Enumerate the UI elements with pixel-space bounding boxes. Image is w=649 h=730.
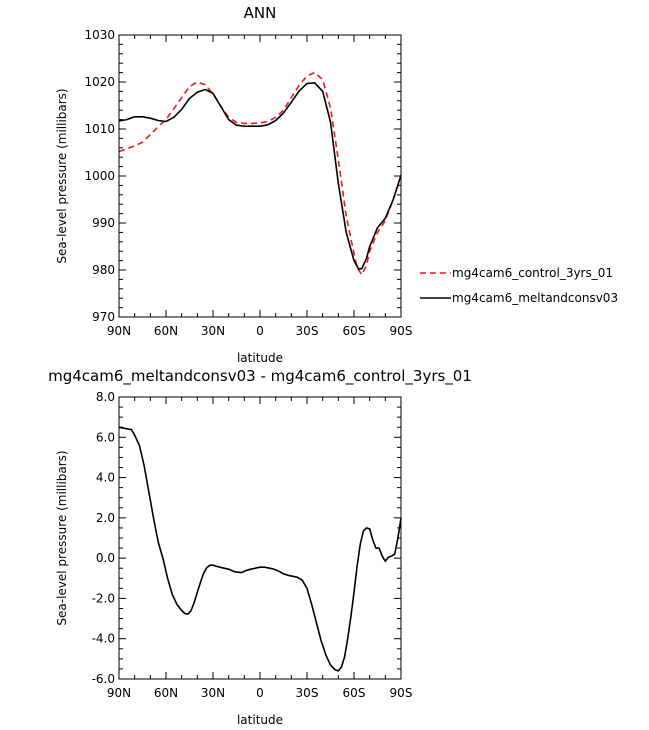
chart-bottom-title: mg4cam6_meltandconsv03 - mg4cam6_control… — [48, 367, 472, 386]
bottom-ytick-label: -2.0 — [92, 591, 115, 605]
chart-top-frame — [118, 34, 402, 318]
top-xtick-label: 0 — [256, 324, 264, 338]
top-ytick-label: 1020 — [84, 75, 115, 89]
bottom-xtick-label: 60N — [154, 686, 178, 700]
top-xtick-label: 30N — [201, 324, 225, 338]
bottom-xtick-label: 30S — [296, 686, 319, 700]
bottom-xtick-label: 60S — [343, 686, 366, 700]
bottom-ytick-label: -4.0 — [92, 632, 115, 646]
chart-top-ylabel: Sea-level pressure (millibars) — [55, 88, 69, 263]
top-xtick-label: 30S — [296, 324, 319, 338]
bottom-ytick-label: 6.0 — [96, 430, 115, 444]
chart-bottom-panel: mg4cam6_meltandconsv03 - mg4cam6_control… — [48, 367, 472, 727]
chart-top-panel: ANN Sea-level pressure (millibars) latit… — [55, 4, 618, 365]
chart-top-ticks: 90N 60N 30N 0 30S 60S 90S 970 980 990 1000 1010 1020… — [84, 28, 412, 338]
chart-bottom-series — [118, 426, 402, 672]
top-ytick-label: 1010 — [84, 122, 115, 136]
chart-top-series — [118, 71, 402, 276]
bottom-ytick-label: 0.0 — [96, 551, 115, 565]
top-xtick-label: 90N — [107, 324, 131, 338]
bottom-ytick-label: 4.0 — [96, 471, 115, 485]
bottom-xtick-label: 0 — [256, 686, 264, 700]
top-series-line-1 — [118, 71, 402, 276]
chart-bottom-ylabel: Sea-level pressure (millibars) — [55, 450, 69, 625]
top-xtick-label: 60N — [154, 324, 178, 338]
legend-label-control: mg4cam6_control_3yrs_01 — [452, 266, 613, 280]
top-xtick-label: 90S — [390, 324, 413, 338]
bottom-ytick-label: -6.0 — [92, 672, 115, 686]
chart-bottom-ticks: 90N 60N 30N 0 30S 60S 90S -6.0 -4.0 -2.0 0.0 2.0 4.0… — [92, 390, 413, 700]
top-ytick-label: 1000 — [84, 169, 115, 183]
top-ytick-label: 970 — [92, 310, 115, 324]
chart-top-title: ANN — [244, 4, 277, 22]
chart-bottom-frame — [118, 396, 402, 680]
chart-top-xlabel: latitude — [237, 351, 283, 365]
top-ytick-label: 1030 — [84, 28, 115, 42]
legend-label-meltandconsv03: mg4cam6_meltandconsv03 — [452, 291, 618, 305]
top-ytick-label: 990 — [92, 216, 115, 230]
bottom-series-line-1 — [118, 426, 402, 672]
bottom-ytick-label: 2.0 — [96, 511, 115, 525]
top-series-line-2 — [118, 82, 402, 270]
bottom-ytick-label: 8.0 — [96, 390, 115, 404]
bottom-xtick-label: 30N — [201, 686, 225, 700]
chart-bottom-xlabel: latitude — [237, 713, 283, 727]
top-ytick-label: 980 — [92, 263, 115, 277]
bottom-xtick-label: 90N — [107, 686, 131, 700]
legend: mg4cam6_control_3yrs_01 mg4cam6_meltandc… — [420, 266, 618, 305]
bottom-xtick-label: 90S — [390, 686, 413, 700]
top-xtick-label: 60S — [343, 324, 366, 338]
